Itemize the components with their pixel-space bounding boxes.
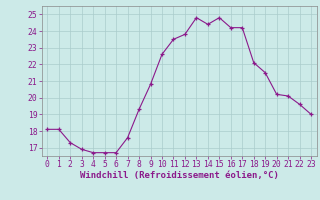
X-axis label: Windchill (Refroidissement éolien,°C): Windchill (Refroidissement éolien,°C) xyxy=(80,171,279,180)
